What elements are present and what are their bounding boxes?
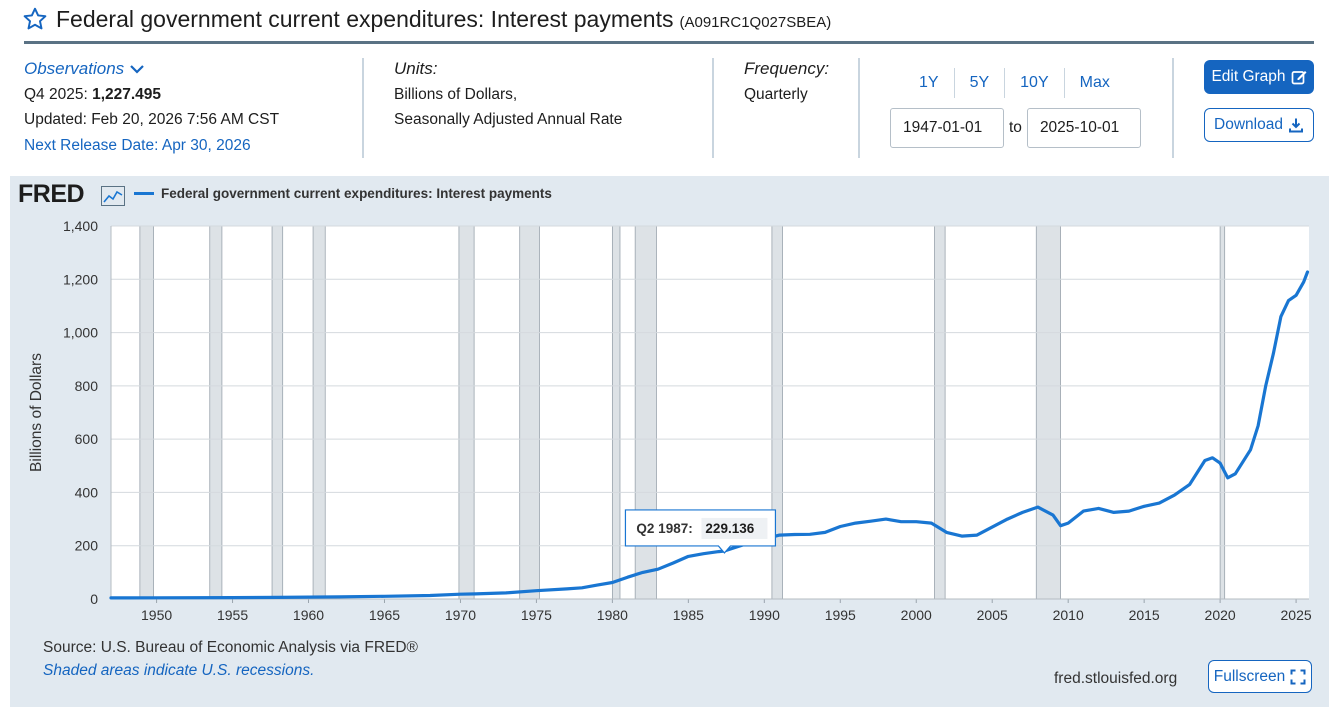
- download-button[interactable]: Download: [1204, 108, 1314, 142]
- x-tick-label: 1965: [369, 607, 400, 623]
- recession-band: [611, 225, 621, 600]
- frequency-label: Frequency:: [744, 59, 830, 78]
- range-buttons: 1Y 5Y 10Y Max: [904, 68, 1125, 98]
- recession-band: [139, 225, 154, 600]
- date-range: to: [890, 108, 1141, 148]
- divider: [858, 58, 860, 158]
- y-tick-label: 800: [75, 378, 99, 394]
- x-tick-label: 1985: [673, 607, 704, 623]
- title-row: Federal government current expenditures:…: [22, 4, 831, 34]
- x-tick-label: 1995: [825, 607, 856, 623]
- y-tick-label: 200: [75, 538, 99, 554]
- edit-graph-button[interactable]: Edit Graph: [1204, 60, 1314, 94]
- x-tick-label: 1990: [749, 607, 780, 623]
- x-tick-label: 1950: [141, 607, 172, 623]
- to-label: to: [1009, 119, 1022, 136]
- chart-legend: Federal government current expenditures:…: [134, 186, 552, 201]
- tooltip-value-bg: [701, 517, 768, 539]
- latest-observation: Q4 2025: 1,227.495: [24, 82, 279, 108]
- fullscreen-label: Fullscreen: [1213, 667, 1286, 685]
- recession-band: [519, 225, 540, 600]
- units-panel: Units: Billions of Dollars, Seasonally A…: [394, 56, 622, 133]
- page-title: Federal government current expenditures:…: [56, 5, 674, 32]
- units-line-1: Billions of Dollars,: [394, 85, 518, 103]
- fred-url: fred.stlouisfed.org: [1054, 670, 1178, 687]
- x-tick-label: 2025: [1281, 607, 1312, 623]
- range-1y-button[interactable]: 1Y: [904, 68, 955, 98]
- y-tick-label: 400: [75, 484, 99, 500]
- units-label: Units:: [394, 59, 438, 78]
- recession-band: [312, 225, 326, 600]
- x-tick-label: 1975: [521, 607, 552, 623]
- recession-band: [1035, 225, 1061, 600]
- range-max-button[interactable]: Max: [1079, 74, 1110, 91]
- fullscreen-icon: [1290, 669, 1306, 684]
- x-tick-label: 2015: [1129, 607, 1160, 623]
- y-axis-label: Billions of Dollars: [28, 353, 45, 472]
- download-label: Download: [1214, 116, 1283, 133]
- recession-note: Shaded areas indicate U.S. recessions.: [43, 662, 315, 679]
- range-5y-button[interactable]: 5Y: [955, 68, 1006, 98]
- x-tick-label: 1960: [293, 607, 324, 623]
- range-10y-button[interactable]: 10Y: [1005, 68, 1065, 98]
- title-divider: [24, 41, 1314, 44]
- legend-label: Federal government current expenditures:…: [161, 186, 552, 201]
- y-tick-label: 0: [90, 591, 98, 607]
- divider: [362, 58, 364, 158]
- recession-band: [1219, 225, 1226, 600]
- x-tick-label: 2000: [901, 607, 932, 623]
- fred-chart-icon: [101, 186, 125, 206]
- x-tick-label: 2010: [1053, 607, 1084, 623]
- source-note: Source: U.S. Bureau of Economic Analysis…: [43, 639, 418, 656]
- next-release-link[interactable]: Next Release Date: Apr 30, 2026: [24, 136, 251, 154]
- y-tick-label: 1,400: [63, 218, 98, 234]
- units-line-2: Seasonally Adjusted Annual Rate: [394, 111, 623, 128]
- edit-graph-label: Edit Graph: [1211, 68, 1286, 85]
- frequency-value: Quarterly: [744, 85, 808, 103]
- observations-panel: Observations Q4 2025: 1,227.495 Updated:…: [24, 56, 279, 158]
- start-date-input[interactable]: [890, 108, 1004, 148]
- latest-observation-value: 1,227.495: [92, 85, 162, 103]
- end-date-input[interactable]: [1026, 108, 1141, 148]
- x-tick-label: 1970: [445, 607, 476, 623]
- tooltip-label: Q2 1987:: [636, 521, 692, 536]
- fred-logo: FRED: [18, 180, 85, 208]
- x-tick-label: 2005: [977, 607, 1008, 623]
- recession-band: [271, 225, 284, 600]
- recession-band: [934, 225, 946, 600]
- x-tick-label: 2020: [1205, 607, 1236, 623]
- y-tick-label: 600: [75, 431, 99, 447]
- y-tick-label: 1,000: [63, 325, 98, 341]
- star-icon[interactable]: [22, 6, 48, 32]
- series-id: (A091RC1Q027SBEA): [679, 13, 832, 31]
- chevron-down-icon: [130, 64, 144, 74]
- divider: [1172, 58, 1174, 158]
- x-tick-label: 1955: [217, 607, 248, 623]
- edit-icon: [1291, 71, 1307, 85]
- x-tick-label: 1980: [597, 607, 628, 623]
- divider: [712, 58, 714, 158]
- fullscreen-button[interactable]: Fullscreen: [1208, 660, 1312, 693]
- frequency-panel: Frequency: Quarterly: [744, 56, 829, 107]
- tooltip-value: 229.136: [705, 521, 754, 536]
- legend-swatch: [134, 192, 154, 195]
- observations-toggle[interactable]: Observations: [24, 56, 279, 82]
- recession-band: [209, 225, 223, 600]
- observations-label: Observations: [24, 59, 125, 78]
- download-icon: [1288, 118, 1303, 133]
- latest-observation-label: Q4 2025:: [24, 85, 93, 103]
- updated-date: Updated: Feb 20, 2026 7:56 AM CST: [24, 111, 280, 128]
- y-tick-label: 1,200: [63, 271, 98, 287]
- series-line[interactable]: [109, 270, 1310, 600]
- recession-band: [458, 225, 475, 600]
